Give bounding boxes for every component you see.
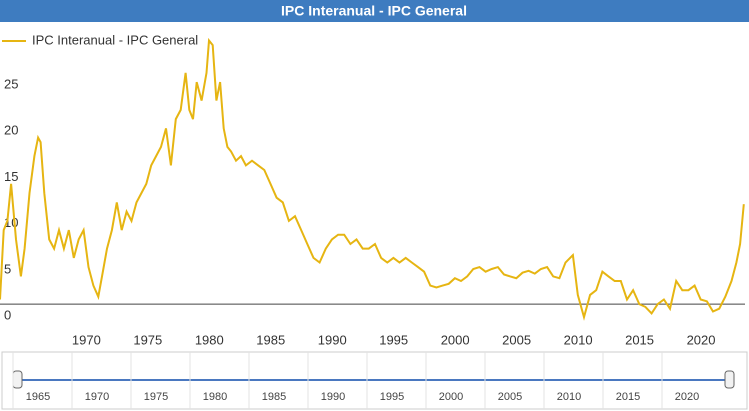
navigator-tick-label: 2010 [557,391,581,403]
y-tick-label: 5 [4,261,11,276]
x-tick-label: 1970 [72,332,101,347]
x-tick-label: 2015 [625,332,654,347]
y-tick-label: 25 [4,76,18,91]
x-tick-label: 1975 [133,332,162,347]
navigator-tick-label: 2020 [675,391,699,403]
navigator-tick-label: 1980 [203,391,227,403]
navigator-tick-label: 1985 [262,391,286,403]
navigator-tick-label: 1990 [321,391,345,403]
title-bar [0,0,749,22]
navigator-handle[interactable] [724,370,735,389]
y-tick-label: 20 [4,123,18,138]
navigator-handle[interactable] [12,370,23,389]
navigator-tick-label: 1970 [85,391,109,403]
y-tick-label: 15 [4,169,18,184]
x-tick-label: 1995 [379,332,408,347]
x-tick-label: 1990 [318,332,347,347]
x-tick-label: 2010 [564,332,593,347]
x-tick-label: 1985 [256,332,285,347]
navigator-tick-label: 2005 [498,391,522,403]
x-tick-label: 2000 [441,332,470,347]
x-tick-label: 2005 [502,332,531,347]
navigator-tick-label: 1965 [26,391,50,403]
legend-label: IPC Interanual - IPC General [32,32,198,47]
chart-title: IPC Interanual - IPC General [281,3,467,19]
navigator[interactable]: 1965 1970 1975 1980 1985 1990 1995 2000 2005 2010… [1,351,748,410]
navigator-tick-label: 1975 [144,391,168,403]
navigator-tick-label: 2000 [439,391,463,403]
navigator-tick-label: 1995 [380,391,404,403]
x-tick-label: 1980 [195,332,224,347]
x-tick-label: 2020 [687,332,716,347]
navigator-tick-label: 2015 [616,391,640,403]
y-tick-label: 0 [4,308,11,323]
series-line [0,37,745,321]
